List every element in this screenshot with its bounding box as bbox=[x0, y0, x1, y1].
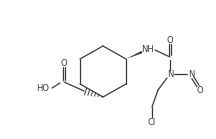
Text: HO: HO bbox=[37, 84, 49, 92]
Text: N: N bbox=[167, 70, 173, 79]
Text: O: O bbox=[61, 59, 67, 68]
Text: N: N bbox=[188, 70, 194, 79]
Text: O: O bbox=[197, 85, 203, 95]
Text: NH: NH bbox=[142, 44, 154, 54]
Text: O: O bbox=[167, 35, 173, 44]
Text: Cl: Cl bbox=[148, 117, 156, 126]
Polygon shape bbox=[126, 51, 143, 59]
